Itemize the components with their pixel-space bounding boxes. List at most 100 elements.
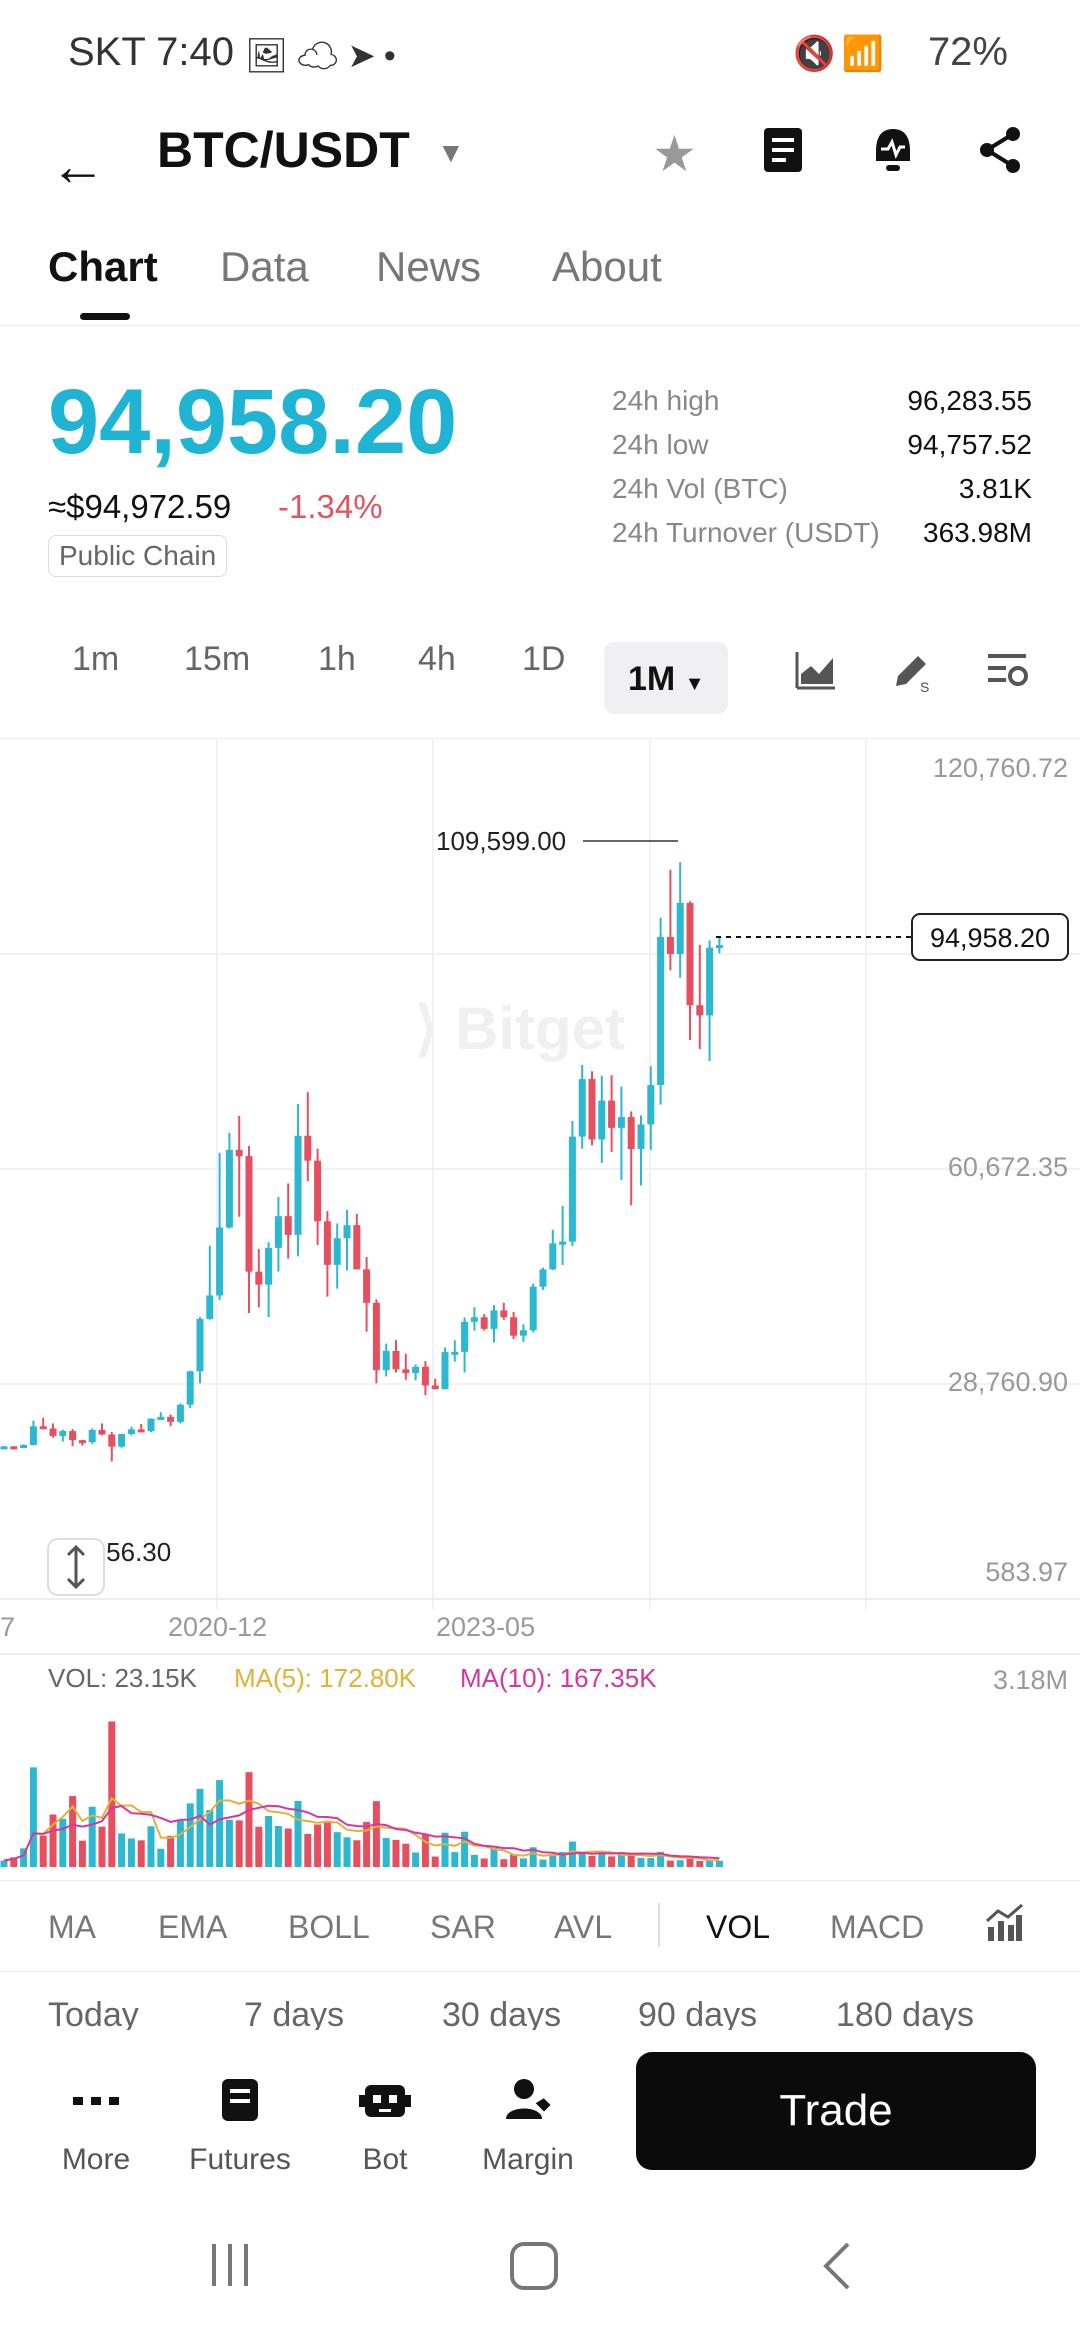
volume-bar bbox=[421, 1835, 429, 1867]
candle-body bbox=[706, 947, 714, 1016]
volume-bar bbox=[412, 1852, 420, 1867]
timeframe-1m[interactable]: 1m bbox=[72, 640, 120, 678]
volume-bar bbox=[265, 1815, 273, 1867]
time-tick: 7 bbox=[0, 1612, 15, 1642]
category-badge[interactable]: Public Chain bbox=[48, 535, 228, 577]
volume-bar bbox=[451, 1852, 459, 1867]
price-tick: 583.97 bbox=[985, 1557, 1068, 1587]
period-7d[interactable]: 7 days bbox=[244, 1996, 345, 2030]
trade-button[interactable]: Trade bbox=[636, 2052, 1036, 2170]
period-180d[interactable]: 180 days bbox=[836, 1996, 974, 2030]
stat-24h-turnover: 24h Turnover (USDT) 363.98M bbox=[612, 517, 1032, 561]
pair-dropdown-icon[interactable]: ▼ bbox=[437, 137, 465, 168]
tab-data[interactable]: Data bbox=[220, 243, 309, 290]
nav-bot[interactable]: Bot bbox=[315, 2075, 455, 2177]
candle-body bbox=[216, 1227, 224, 1296]
vol-ma5: MA(5): 172.80K bbox=[234, 1663, 417, 1693]
tab-about[interactable]: About bbox=[552, 243, 662, 290]
alert-bell-icon[interactable] bbox=[868, 125, 918, 189]
stat-value: 94,757.52 bbox=[907, 429, 1032, 460]
home-icon[interactable] bbox=[508, 2240, 560, 2297]
volume-bar bbox=[676, 1860, 684, 1867]
system-back-icon[interactable] bbox=[818, 2240, 858, 2297]
candle-body bbox=[127, 1429, 135, 1434]
timeframe-4h[interactable]: 4h bbox=[418, 640, 456, 678]
status-time: SKT 7:40 bbox=[68, 30, 235, 74]
favorite-star-icon[interactable]: ★ bbox=[652, 126, 697, 182]
tab-chart[interactable]: Chart bbox=[48, 243, 158, 290]
volume-bar bbox=[118, 1833, 126, 1867]
status-bar: SKT 7:40 🖼☁➤• 🔇📶 72% bbox=[0, 0, 1080, 115]
period-today[interactable]: Today bbox=[48, 1996, 139, 2030]
candle-body bbox=[529, 1286, 537, 1331]
indicator-ema[interactable]: EMA bbox=[158, 1909, 228, 1945]
candle-body bbox=[666, 936, 674, 954]
status-system-icons: 🔇📶 bbox=[793, 34, 890, 74]
candle-body bbox=[608, 1100, 616, 1128]
indicator-settings-icon[interactable] bbox=[984, 1903, 1024, 1948]
chart-divider bbox=[0, 738, 1080, 739]
price-tick: 28,760.90 bbox=[948, 1367, 1068, 1397]
last-price: 94,958.20 bbox=[48, 371, 458, 473]
candle-body bbox=[412, 1366, 420, 1374]
candlestick-chart[interactable]: ⟩ Bitget 120,760.72 60,672.35 28,760.90 … bbox=[0, 739, 1080, 1879]
period-row: Today 7 days 30 days 90 days 180 days bbox=[0, 1990, 1080, 2030]
volume-bar bbox=[715, 1861, 723, 1867]
volume-bar bbox=[20, 1848, 28, 1867]
volume-bar bbox=[49, 1814, 57, 1867]
candle-body bbox=[617, 1117, 625, 1128]
candle-body bbox=[323, 1221, 331, 1265]
timeframe-active[interactable]: 1M ▼ bbox=[628, 660, 704, 699]
chart-type-icon[interactable] bbox=[795, 650, 837, 700]
candle-body bbox=[568, 1136, 576, 1242]
volume-bar bbox=[304, 1833, 312, 1867]
futures-icon bbox=[170, 2075, 310, 2135]
timeframe-active-bg[interactable] bbox=[604, 642, 728, 714]
indicator-macd[interactable]: MACD bbox=[830, 1909, 925, 1945]
stat-24h-vol: 24h Vol (BTC) 3.81K bbox=[612, 473, 1032, 517]
candle-body bbox=[255, 1271, 263, 1285]
timeframe-active-label: 1M bbox=[628, 660, 676, 698]
nav-futures[interactable]: Futures bbox=[170, 2075, 310, 2177]
back-arrow-icon[interactable]: ← bbox=[50, 134, 106, 197]
candle-body bbox=[235, 1149, 243, 1157]
volume-bar bbox=[470, 1854, 478, 1867]
24h-stats: 24h high 96,283.55 24h low 94,757.52 24h V… bbox=[612, 385, 1032, 561]
recent-apps-icon[interactable] bbox=[206, 2240, 256, 2295]
candle-body bbox=[225, 1149, 233, 1228]
nav-more[interactable]: More bbox=[26, 2075, 166, 2177]
volume-bar bbox=[441, 1832, 449, 1867]
pair-title[interactable]: BTC/USDT bbox=[157, 122, 410, 178]
volume-bar bbox=[392, 1839, 400, 1867]
high-marker-label: 109,599.00 bbox=[436, 826, 566, 856]
vol-axis-max: 3.18M bbox=[993, 1665, 1068, 1695]
candle-body bbox=[274, 1216, 282, 1248]
indicator-avl[interactable]: AVL bbox=[554, 1909, 613, 1945]
indicator-ma[interactable]: MA bbox=[48, 1909, 96, 1945]
margin-icon bbox=[458, 2075, 598, 2135]
share-icon[interactable] bbox=[975, 125, 1025, 187]
scroll-handle-icon[interactable] bbox=[47, 1538, 105, 1596]
nav-label: Futures bbox=[189, 2143, 291, 2176]
indicator-sar[interactable]: SAR bbox=[430, 1909, 496, 1945]
stat-label: 24h high bbox=[612, 385, 720, 416]
stat-value: 96,283.55 bbox=[907, 385, 1032, 416]
candle-body bbox=[363, 1269, 371, 1303]
indicator-boll[interactable]: BOLL bbox=[288, 1909, 370, 1945]
timeframe-1d[interactable]: 1D bbox=[522, 640, 566, 678]
volume-bar bbox=[147, 1826, 155, 1867]
candle-body bbox=[519, 1330, 527, 1336]
candle-body bbox=[578, 1079, 586, 1137]
candle-body bbox=[69, 1431, 77, 1441]
tab-news[interactable]: News bbox=[376, 243, 482, 290]
draw-tool-icon[interactable]: S bbox=[890, 650, 936, 704]
notes-icon[interactable] bbox=[760, 125, 806, 187]
indicator-vol[interactable]: VOL bbox=[706, 1909, 771, 1945]
chart-settings-icon[interactable] bbox=[986, 650, 1030, 700]
period-30d[interactable]: 30 days bbox=[442, 1996, 562, 2030]
period-90d[interactable]: 90 days bbox=[638, 1996, 758, 2030]
timeframe-1h[interactable]: 1h bbox=[318, 640, 356, 678]
nav-margin[interactable]: Margin bbox=[458, 2075, 598, 2177]
timeframe-15m[interactable]: 15m bbox=[184, 640, 251, 678]
volume-bar bbox=[696, 1860, 704, 1867]
